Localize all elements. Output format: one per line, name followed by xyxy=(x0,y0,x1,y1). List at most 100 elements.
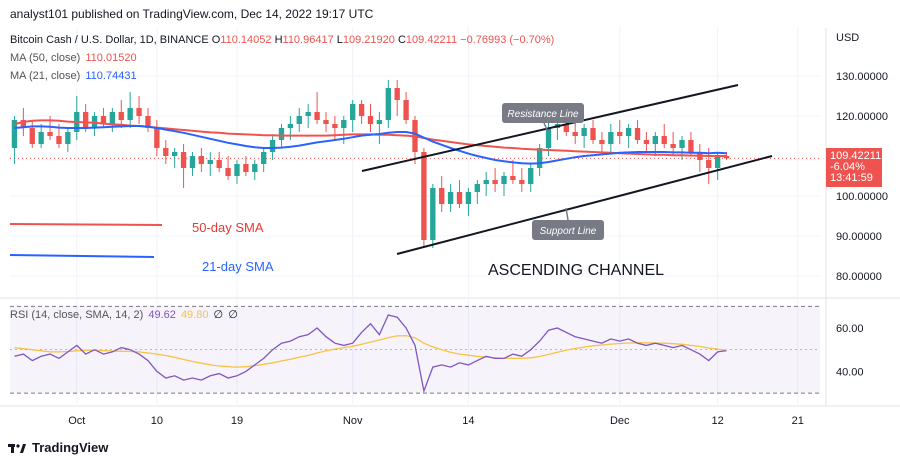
price-tick-label: 80.00000 xyxy=(836,271,882,283)
support-callout-pointer xyxy=(565,207,569,221)
hidden-toggle-icon[interactable]: ∅ xyxy=(228,309,238,321)
candle-body xyxy=(376,120,383,124)
candle-body xyxy=(430,188,436,240)
last-change: -6.04% xyxy=(830,161,865,173)
open-value: 110.14052 xyxy=(220,34,272,46)
price-axis: 130.00000 120.00000 100.00000 90.00000 80.00… xyxy=(836,71,888,283)
channel-annotation: ASCENDING CHANNEL xyxy=(488,262,664,279)
candle-body xyxy=(501,176,507,184)
candle-body xyxy=(207,160,213,164)
ma50-legend[interactable]: MA (50, close) 110.01520 xyxy=(10,52,137,64)
candle-body xyxy=(394,88,400,100)
candle-body xyxy=(625,128,632,136)
price-tick-label: 120.00000 xyxy=(836,111,888,123)
ma21-label: MA (21, close) xyxy=(10,70,81,82)
price-tick-label: 130.00000 xyxy=(836,71,888,83)
price-tick-label: 100.00000 xyxy=(836,191,888,203)
candle-body xyxy=(643,140,650,144)
candle-body xyxy=(341,120,347,128)
candle-body xyxy=(198,156,205,164)
candle-body xyxy=(216,160,222,168)
candle-body xyxy=(314,112,320,120)
candle-body xyxy=(332,124,338,128)
rsi-tick-label: 60.00 xyxy=(836,323,864,335)
candle-body xyxy=(447,192,454,204)
candle-body xyxy=(688,140,694,152)
candle-body xyxy=(261,152,267,164)
candle-body xyxy=(163,148,169,156)
rsi-sma-value: 49.80 xyxy=(180,309,209,321)
tradingview-footer[interactable]: TradingView xyxy=(8,440,108,455)
candle-body xyxy=(154,128,160,148)
rsi-value: 49.62 xyxy=(148,309,176,321)
candle-body xyxy=(136,108,142,116)
rsi-legend[interactable]: RSI (14, close, SMA, 14, 2) 49.62 49.80 … xyxy=(10,308,238,321)
candle-body xyxy=(661,136,667,144)
ma21-legend[interactable]: MA (21, close) 110.74431 xyxy=(10,70,137,82)
candle-body xyxy=(670,144,676,148)
candle-body xyxy=(706,160,712,168)
ma21-value: 110.74431 xyxy=(85,70,137,82)
candle-body xyxy=(47,132,53,136)
candle-body xyxy=(56,136,62,144)
support-line xyxy=(396,155,773,255)
candle-body xyxy=(118,112,124,120)
time-axis: Oct 10 19 Nov 14 Dec 12 21 xyxy=(68,415,804,427)
time-tick-label: Nov xyxy=(343,415,363,427)
time-tick-label: Oct xyxy=(68,415,85,427)
time-tick-label: 21 xyxy=(792,415,804,427)
time-tick-label: Dec xyxy=(610,415,630,427)
candle-body xyxy=(723,156,730,159)
candle-body xyxy=(127,108,133,120)
resistance-callout-label: Resistance Line xyxy=(507,109,579,120)
candle-body xyxy=(38,132,44,144)
candle-body xyxy=(714,156,721,168)
symbol-name: Bitcoin Cash / U.S. Dollar, 1D, BINANCE xyxy=(10,34,209,46)
last-price-tag: 109.42211 -6.04% 13:41:59 xyxy=(826,148,882,187)
candle-body xyxy=(599,140,605,144)
candle-body xyxy=(528,168,534,184)
tradingview-logo-icon xyxy=(8,443,26,453)
candle-body xyxy=(189,156,196,168)
rsi-label: RSI (14, close, SMA, 14, 2) xyxy=(10,309,144,321)
time-tick-label: 10 xyxy=(151,415,163,427)
sma50-annotation: 50-day SMA xyxy=(192,220,264,235)
low-value: 109.21920 xyxy=(342,34,395,46)
candle-body xyxy=(296,116,302,124)
rsi-panel: 60.00 40.00 xyxy=(10,305,864,394)
high-value: 110.96417 xyxy=(282,34,334,46)
support-callout-label: Support Line xyxy=(540,226,597,237)
ma21-line xyxy=(14,125,727,165)
candle-body xyxy=(403,100,409,120)
candle-body xyxy=(563,124,569,132)
candle-body xyxy=(581,128,587,136)
moving-averages: 50-day SMA 21-day SMA xyxy=(9,119,727,274)
candle-body xyxy=(652,136,658,144)
candle-body xyxy=(367,116,374,124)
candle-body xyxy=(439,188,445,204)
candle-body xyxy=(225,168,231,176)
candle-body xyxy=(234,164,240,176)
currency-label: USD xyxy=(836,32,860,44)
time-tick-label: 14 xyxy=(462,415,474,427)
sma50-sample-line xyxy=(9,223,163,226)
hidden-toggle-icon[interactable]: ∅ xyxy=(213,309,224,321)
candle-body xyxy=(100,116,107,124)
candle-body xyxy=(519,180,525,184)
change-value: −0.76993 (−0.70%) xyxy=(460,34,555,46)
candle-body xyxy=(590,128,596,140)
time-tick-label: 12 xyxy=(712,415,724,427)
candle-body xyxy=(145,116,151,128)
bar-countdown: 13:41:59 xyxy=(830,172,873,184)
candle-body xyxy=(252,164,258,172)
ma50-value: 110.01520 xyxy=(85,52,137,64)
rsi-line xyxy=(14,314,727,394)
publisher-line: analyst101 published on TradingView.com,… xyxy=(10,7,374,21)
candle-body xyxy=(269,140,276,152)
candle-body xyxy=(172,152,178,156)
sma21-annotation: 21-day SMA xyxy=(202,259,274,274)
candle-body xyxy=(109,112,116,124)
candle-body xyxy=(456,192,463,204)
candle-body xyxy=(358,104,365,116)
